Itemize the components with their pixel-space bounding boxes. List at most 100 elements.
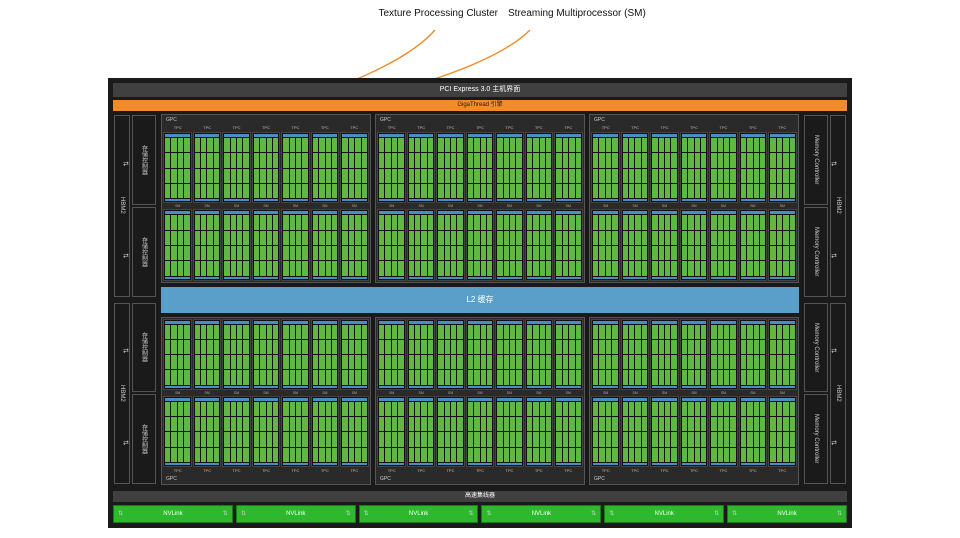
cuda-core — [671, 402, 676, 416]
cuda-core — [468, 169, 473, 183]
cuda-core — [682, 231, 687, 245]
cuda-core — [302, 370, 307, 384]
cuda-core — [457, 138, 462, 152]
cuda-core — [540, 432, 545, 446]
cuda-core — [290, 246, 295, 260]
cuda-core — [527, 169, 532, 183]
cuda-core — [273, 340, 278, 354]
cuda-core — [243, 370, 248, 384]
cuda-core — [267, 417, 272, 431]
cuda-core — [273, 432, 278, 446]
cuda-core — [481, 370, 486, 384]
cuda-core — [214, 184, 219, 198]
cuda-core — [711, 325, 716, 339]
cuda-core — [682, 325, 687, 339]
cuda-core — [313, 325, 318, 339]
tpc-label: TPC — [650, 124, 679, 132]
cuda-core — [777, 432, 782, 446]
cuda-core — [599, 169, 604, 183]
sm-block — [768, 396, 797, 467]
cuda-core — [326, 184, 331, 198]
cuda-core — [642, 355, 647, 369]
cuda-core — [711, 231, 716, 245]
cuda-core — [688, 340, 693, 354]
cuda-core — [385, 231, 390, 245]
cuda-core — [398, 169, 403, 183]
cuda-core — [349, 246, 354, 260]
cuda-core — [398, 325, 403, 339]
cuda-core — [302, 231, 307, 245]
cuda-core — [612, 325, 617, 339]
cuda-core — [184, 138, 189, 152]
cuda-core — [770, 417, 775, 431]
cuda-core — [783, 138, 788, 152]
sm-block — [340, 396, 369, 467]
cuda-core — [313, 169, 318, 183]
cuda-core — [451, 370, 456, 384]
cuda-core — [474, 325, 479, 339]
cuda-core — [409, 169, 414, 183]
cuda-core — [790, 402, 795, 416]
cuda-core — [385, 355, 390, 369]
cuda-core — [665, 402, 670, 416]
cuda-core — [695, 261, 700, 275]
cuda-core — [629, 448, 634, 462]
cuda-core — [178, 153, 183, 167]
cuda-core — [267, 370, 272, 384]
cuda-core — [777, 448, 782, 462]
cuda-core — [207, 355, 212, 369]
cuda-core — [428, 169, 433, 183]
cuda-core — [302, 261, 307, 275]
cuda-core — [635, 340, 640, 354]
cuda-core — [296, 432, 301, 446]
tpc-label: TPC — [163, 467, 192, 475]
cuda-core — [730, 417, 735, 431]
cuda-core — [652, 432, 657, 446]
cuda-core — [754, 215, 759, 229]
cuda-core — [777, 215, 782, 229]
sm-block — [436, 132, 465, 203]
cuda-core — [326, 355, 331, 369]
cuda-core — [790, 448, 795, 462]
cuda-core — [760, 417, 765, 431]
cuda-core — [355, 370, 360, 384]
cuda-core — [504, 370, 509, 384]
cuda-core — [652, 355, 657, 369]
cuda-core — [711, 169, 716, 183]
cuda-core — [665, 184, 670, 198]
cuda-core — [171, 402, 176, 416]
cuda-core — [385, 184, 390, 198]
cuda-core — [349, 417, 354, 431]
cuda-core — [445, 169, 450, 183]
cuda-core — [468, 138, 473, 152]
sm-block — [281, 319, 310, 390]
cuda-core — [540, 215, 545, 229]
cuda-core — [201, 355, 206, 369]
cuda-core — [730, 340, 735, 354]
cuda-core — [540, 325, 545, 339]
cuda-core — [777, 402, 782, 416]
cuda-core — [342, 231, 347, 245]
cuda-core — [428, 448, 433, 462]
cuda-core — [290, 325, 295, 339]
cuda-core — [273, 370, 278, 384]
sm-block — [252, 132, 281, 203]
cuda-core — [790, 355, 795, 369]
cuda-core — [741, 340, 746, 354]
cuda-core — [593, 231, 598, 245]
cuda-core — [652, 325, 657, 339]
cuda-core — [569, 169, 574, 183]
cuda-core — [342, 448, 347, 462]
cuda-core — [296, 246, 301, 260]
cuda-core — [283, 355, 288, 369]
cuda-core — [546, 355, 551, 369]
cuda-core — [355, 340, 360, 354]
cuda-core — [457, 402, 462, 416]
cuda-core — [409, 402, 414, 416]
cuda-core — [342, 184, 347, 198]
cuda-core — [342, 417, 347, 431]
cuda-core — [392, 261, 397, 275]
cuda-core — [659, 340, 664, 354]
cuda-core — [415, 153, 420, 167]
tpc-label: TPC — [192, 124, 221, 132]
